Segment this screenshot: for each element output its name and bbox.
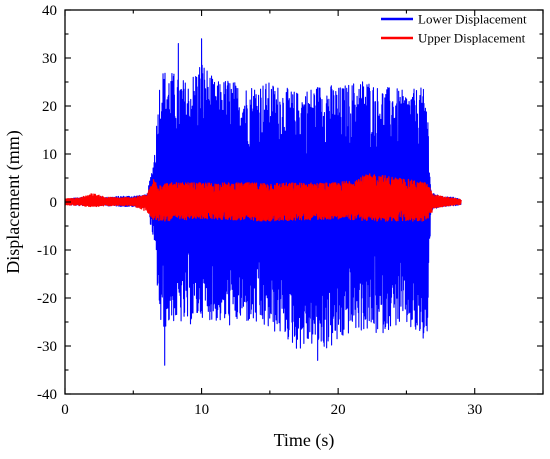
y-tick-label: 40	[42, 3, 57, 19]
x-tick-label: 0	[61, 402, 69, 418]
y-tick-label: -30	[37, 339, 57, 355]
y-axis-title: Displacement (mm)	[3, 130, 24, 273]
series-layer	[65, 38, 462, 366]
y-tick-label: -20	[37, 291, 57, 307]
series-line-upper-displacement	[65, 173, 462, 222]
y-tick-label: 0	[50, 195, 58, 211]
y-tick-label: -40	[37, 387, 57, 403]
y-tick-label: -10	[37, 243, 57, 259]
x-axis: 0 10 20 30	[61, 10, 544, 418]
legend: Lower Displacement Upper Displacement	[381, 12, 527, 46]
y-axis: -40 -30 -20 -10 0 10 20 30 40	[37, 3, 543, 403]
x-tick-label: 30	[467, 402, 482, 418]
y-tick-label: 10	[42, 147, 57, 163]
x-axis-title: Time (s)	[274, 430, 335, 451]
x-tick-label: 20	[331, 402, 346, 418]
legend-label: Lower Displacement	[418, 12, 527, 27]
y-tick-label: 20	[42, 99, 57, 115]
y-tick-label: 30	[42, 51, 57, 67]
x-tick-label: 10	[194, 402, 209, 418]
legend-label: Upper Displacement	[418, 31, 526, 46]
